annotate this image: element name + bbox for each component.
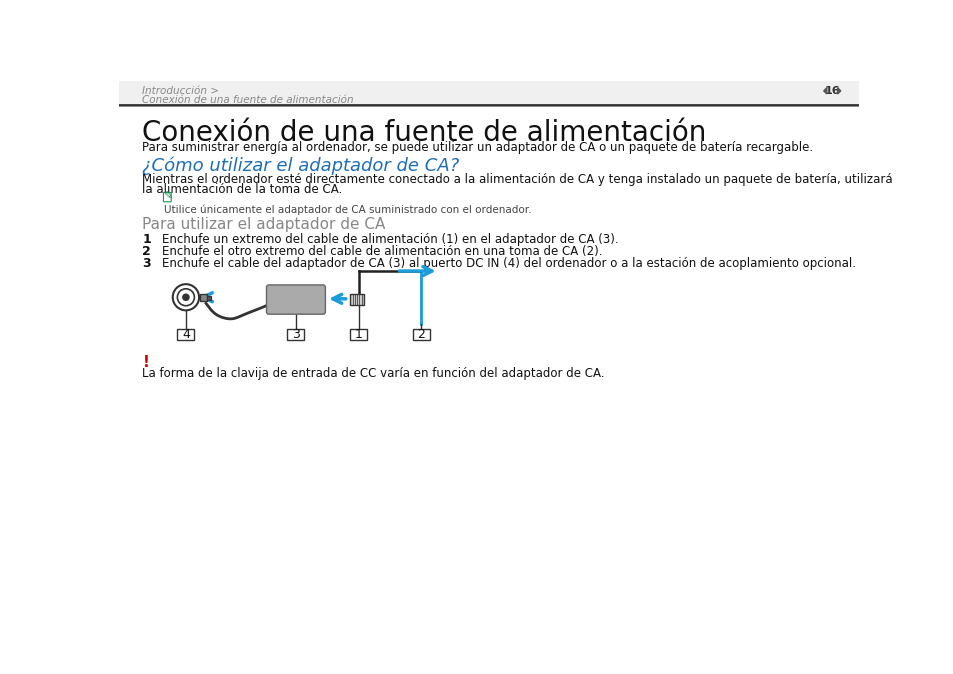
Text: Enchufe un extremo del cable de alimentación (1) en el adaptador de CA (3).: Enchufe un extremo del cable de alimenta… bbox=[162, 233, 618, 245]
Text: Para suministrar energía al ordenador, se puede utilizar un adaptador de CA o un: Para suministrar energía al ordenador, s… bbox=[142, 141, 813, 154]
Bar bbox=[119, 81, 858, 104]
Text: 2: 2 bbox=[417, 328, 425, 341]
Text: La forma de la clavija de entrada de CC varía en función del adaptador de CA.: La forma de la clavija de entrada de CC … bbox=[142, 367, 604, 379]
Text: Conexión de una fuente de alimentación: Conexión de una fuente de alimentación bbox=[142, 119, 706, 148]
Text: 4: 4 bbox=[182, 328, 190, 341]
Text: la alimentación de la toma de CA.: la alimentación de la toma de CA. bbox=[142, 183, 342, 195]
Text: 3: 3 bbox=[292, 328, 299, 341]
Bar bbox=[350, 329, 367, 340]
Text: Enchufe el cable del adaptador de CA (3) al puerto DC IN (4) del ordenador o a l: Enchufe el cable del adaptador de CA (3)… bbox=[162, 257, 855, 270]
Text: 1: 1 bbox=[355, 328, 362, 341]
Text: Mientras el ordenador esté directamente conectado a la alimentación de CA y teng: Mientras el ordenador esté directamente … bbox=[142, 173, 892, 186]
Text: Introducción >: Introducción > bbox=[142, 86, 219, 96]
Text: ✎: ✎ bbox=[162, 192, 172, 202]
Bar bbox=[207, 296, 211, 299]
Circle shape bbox=[183, 294, 189, 301]
Bar bbox=[413, 329, 430, 340]
Text: ¿Cómo utilizar el adaptador de CA?: ¿Cómo utilizar el adaptador de CA? bbox=[142, 156, 459, 175]
Text: 3: 3 bbox=[142, 257, 151, 270]
Text: Para utilizar el adaptador de CA: Para utilizar el adaptador de CA bbox=[142, 217, 385, 232]
Text: !: ! bbox=[142, 355, 150, 370]
Polygon shape bbox=[822, 88, 826, 94]
Text: 1: 1 bbox=[142, 233, 152, 245]
Bar bbox=[177, 329, 194, 340]
Text: 16: 16 bbox=[823, 86, 840, 96]
Text: Utilice únicamente el adaptador de CA suministrado con el ordenador.: Utilice únicamente el adaptador de CA su… bbox=[164, 204, 531, 214]
Text: Enchufe el otro extremo del cable de alimentación en una toma de CA (2).: Enchufe el otro extremo del cable de ali… bbox=[162, 245, 601, 258]
FancyBboxPatch shape bbox=[266, 285, 325, 314]
FancyBboxPatch shape bbox=[163, 193, 171, 202]
Bar bbox=[350, 294, 364, 305]
Text: Conexión de una fuente de alimentación: Conexión de una fuente de alimentación bbox=[142, 95, 354, 104]
Bar bbox=[199, 294, 207, 301]
Text: 2: 2 bbox=[142, 245, 152, 258]
Polygon shape bbox=[837, 88, 840, 94]
Bar bbox=[287, 329, 304, 340]
